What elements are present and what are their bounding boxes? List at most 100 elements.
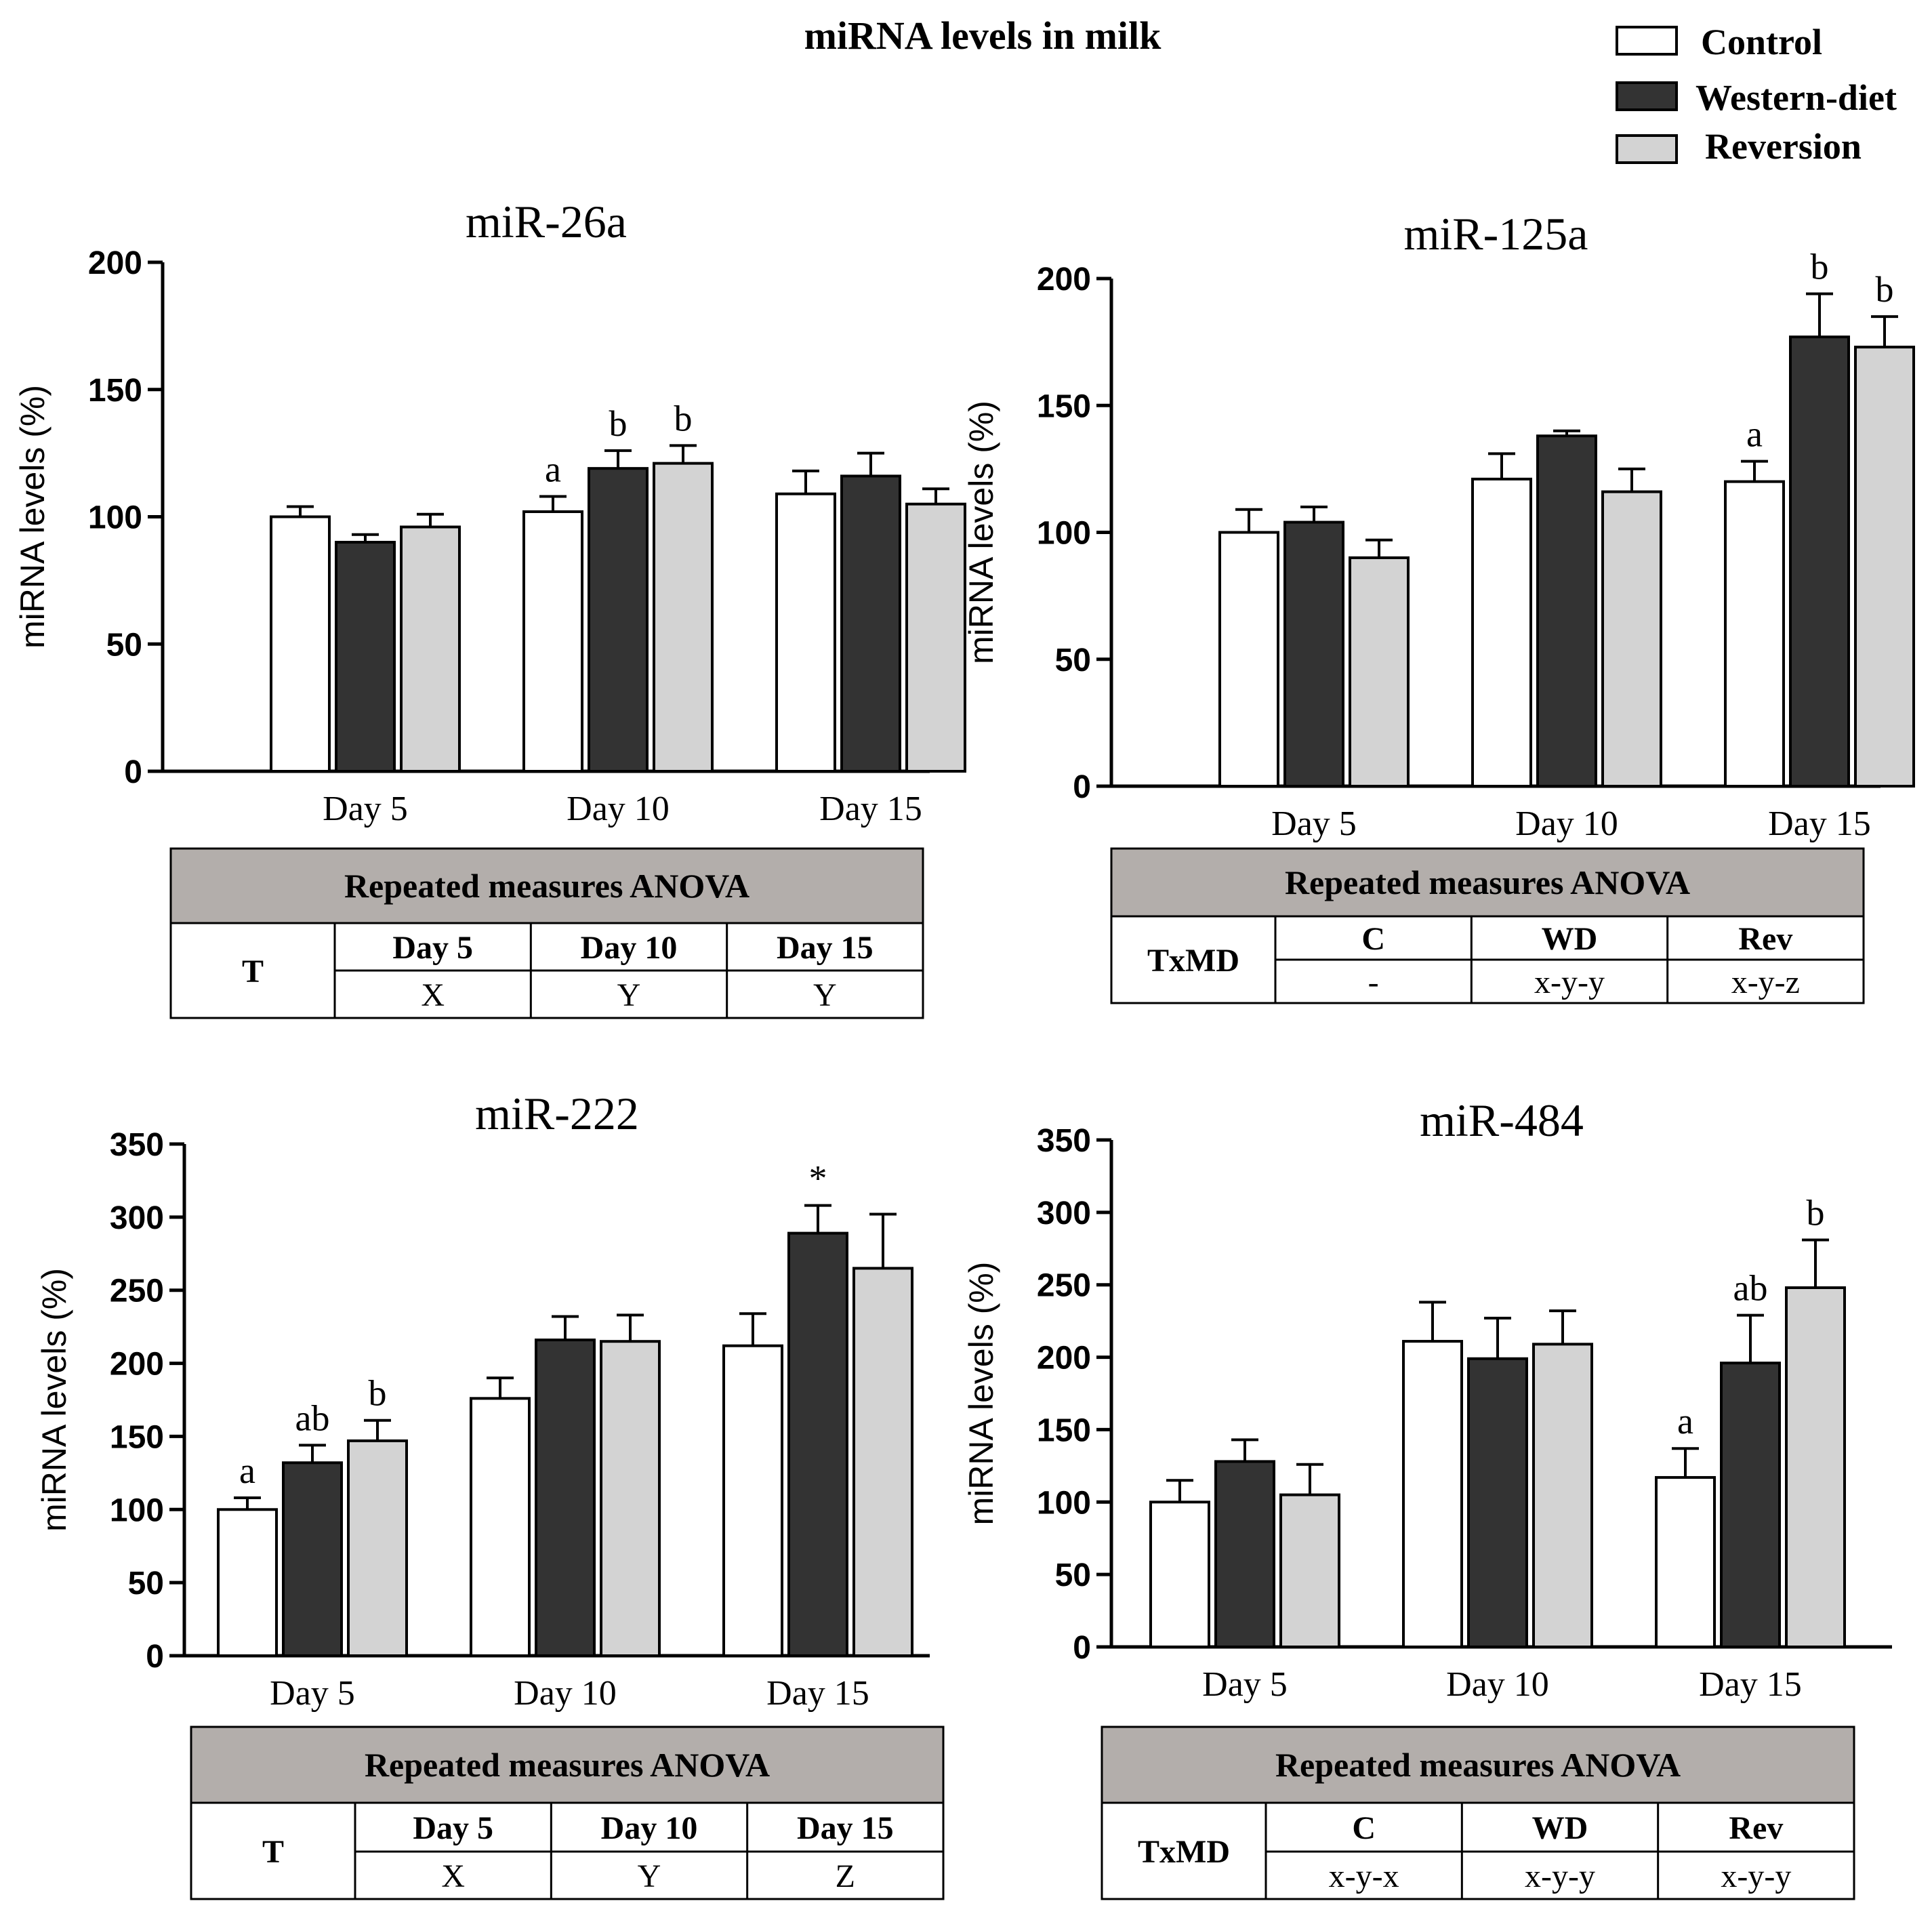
anova-table-header-cell — [1101, 1726, 1855, 1804]
bar-control-day-15 — [1655, 1475, 1716, 1649]
anova-table-column-header: Day 15 — [777, 930, 873, 966]
panel-mir-484: miR-484 miRNA levels (%) 0 50 100 150 200 250 30… — [962, 1095, 1892, 1900]
y-tick-label: 50 — [128, 1566, 164, 1601]
bar-reversion-day-10 — [600, 1340, 661, 1657]
anova-table-value: Y — [638, 1858, 661, 1894]
anova-table-header: Repeated measures ANOVA — [365, 1746, 770, 1784]
anova-table: Repeated measures ANOVA T Day 5 X Day 10 Y Day… — [190, 1726, 945, 1900]
bar-western-diet-day-10 — [535, 1339, 596, 1657]
bar-western-diet-day-15 — [1720, 1362, 1781, 1648]
y-tick-label: 100 — [1037, 1485, 1091, 1521]
chart-title: miR-26a — [466, 196, 627, 247]
y-tick-label: 50 — [1055, 1557, 1091, 1593]
bar-reversion-day-15 — [1785, 1286, 1846, 1648]
anova-table-column-header: Day 15 — [797, 1810, 894, 1846]
anova-table-row-label: T — [262, 1834, 284, 1870]
anova-table-column-header: Day 10 — [601, 1810, 698, 1846]
anova-table-value: x-y-y — [1525, 1858, 1595, 1894]
y-tick-label: 300 — [110, 1200, 164, 1236]
anova-table-row-label: T — [242, 954, 264, 989]
chart-title: miR-125a — [1404, 208, 1588, 260]
anova-table-value: - — [1368, 964, 1379, 1000]
bar-reversion-day-5 — [400, 525, 461, 773]
y-tick-label: 150 — [88, 373, 142, 409]
anova-table-column-header: Day 5 — [413, 1810, 493, 1846]
anova-table-header: Repeated measures ANOVA — [1275, 1746, 1681, 1784]
bar-control-day-10 — [470, 1397, 531, 1657]
anova-table-header-cell — [190, 1726, 945, 1804]
anova-table-column-header: Rev — [1738, 921, 1792, 957]
y-tick-label: 300 — [1037, 1196, 1091, 1231]
legend-swatch-control — [1616, 26, 1678, 56]
anova-table-header-cell — [1110, 847, 1865, 918]
x-tick-label: Day 10 — [514, 1674, 617, 1713]
y-axis-label: miRNA levels (%) — [35, 1268, 73, 1532]
x-tick-label: Day 15 — [1699, 1665, 1802, 1704]
bar-reversion-day-10 — [653, 462, 714, 773]
bar-control-day-15 — [1724, 480, 1785, 788]
anova-table-column-header: Rev — [1729, 1810, 1783, 1846]
x-tick-label: Day 5 — [323, 790, 408, 828]
bar-western-diet-day-5 — [282, 1461, 343, 1657]
bar-reversion-day-10 — [1601, 490, 1662, 788]
y-tick-label: 200 — [88, 245, 142, 281]
anova-table-value: X — [441, 1858, 465, 1894]
significance-label: b — [1811, 246, 1829, 287]
y-axis-label: miRNA levels (%) — [14, 385, 52, 649]
anova-table-value: x-y-z — [1731, 964, 1800, 1000]
bar-reversion-day-5 — [1349, 556, 1410, 788]
y-tick-label: 0 — [1073, 1630, 1091, 1666]
bar-western-diet-day-5 — [1214, 1460, 1275, 1649]
bar-control-day-5 — [217, 1508, 278, 1657]
x-tick-label: Day 5 — [270, 1674, 355, 1713]
bar-control-day-10 — [1402, 1340, 1463, 1648]
y-tick-label: 100 — [110, 1492, 164, 1528]
y-tick-label: 250 — [1037, 1268, 1091, 1304]
x-tick-label: Day 10 — [1515, 804, 1618, 843]
legend-label-western-diet: Western-diet — [1695, 77, 1897, 118]
anova-table-row-label: TxMD — [1147, 943, 1239, 979]
y-tick-label: 200 — [1037, 262, 1091, 298]
bar-reversion-day-15 — [1854, 346, 1915, 788]
legend: Control Western-diet Reversion — [1616, 22, 1897, 167]
y-tick-label: 150 — [1037, 388, 1091, 424]
legend-swatch-western-diet — [1616, 81, 1678, 111]
bar-reversion-day-5 — [347, 1439, 408, 1657]
anova-table-column-header: C — [1361, 921, 1385, 957]
anova-table-value: x-y-y — [1534, 964, 1605, 1000]
anova-table-header: Repeated measures ANOVA — [1285, 863, 1690, 901]
panel-mir-222: miR-222 miRNA levels (%) 0 50 100 150 200 250 30… — [35, 1088, 945, 1900]
x-tick-label: Day 15 — [766, 1674, 869, 1713]
bar-western-diet-day-10 — [1536, 434, 1597, 788]
bar-reversion-day-15 — [905, 502, 966, 773]
anova-table-row-label: TxMD — [1138, 1834, 1230, 1870]
anova-table: Repeated measures ANOVA TxMD C - WD x-y-y Rev x… — [1110, 847, 1865, 1004]
panel-mir-125a: miR-125a miRNA levels (%) 0 50 100 150 200 Day … — [962, 208, 1915, 1004]
significance-label: ab — [1733, 1268, 1768, 1309]
bar-western-diet-day-15 — [1789, 335, 1850, 788]
y-tick-label: 100 — [1037, 516, 1091, 552]
x-tick-label: Day 15 — [819, 790, 922, 828]
y-tick-label: 350 — [1037, 1123, 1091, 1159]
legend-label-control: Control — [1701, 22, 1822, 62]
bar-western-diet-day-5 — [335, 541, 396, 773]
anova-table: Repeated measures ANOVA T Day 5 X Day 10 Y Day… — [169, 847, 924, 1019]
chart-title: miR-222 — [475, 1088, 639, 1139]
anova-table: Repeated measures ANOVA TxMD Cx-y-x WD x-y-y… — [1101, 1726, 1855, 1900]
anova-table-header: Repeated measures ANOVA — [344, 867, 749, 905]
anova-table-value: x-y-y — [1721, 1858, 1791, 1894]
panel-mir-26a: miR-26a miRNA levels (%) 0 50 100 150 200 Day 5… — [14, 196, 966, 1019]
figure-title: miRNA levels in milk — [804, 14, 1162, 58]
x-tick-label: Day 15 — [1768, 804, 1871, 843]
y-tick-label: 0 — [1073, 769, 1091, 805]
anova-table-column-header: C — [1352, 1810, 1376, 1846]
x-tick-label: Day 5 — [1202, 1665, 1288, 1704]
bar-control-day-15 — [722, 1344, 783, 1657]
bar-control-day-5 — [1149, 1501, 1210, 1648]
y-tick-label: 350 — [110, 1127, 164, 1163]
anova-table-column-header: Day 10 — [581, 930, 678, 966]
anova-table-value: Y — [813, 977, 837, 1013]
y-tick-label: 150 — [110, 1419, 164, 1455]
anova-table-column-header: Day 5 — [392, 930, 473, 966]
